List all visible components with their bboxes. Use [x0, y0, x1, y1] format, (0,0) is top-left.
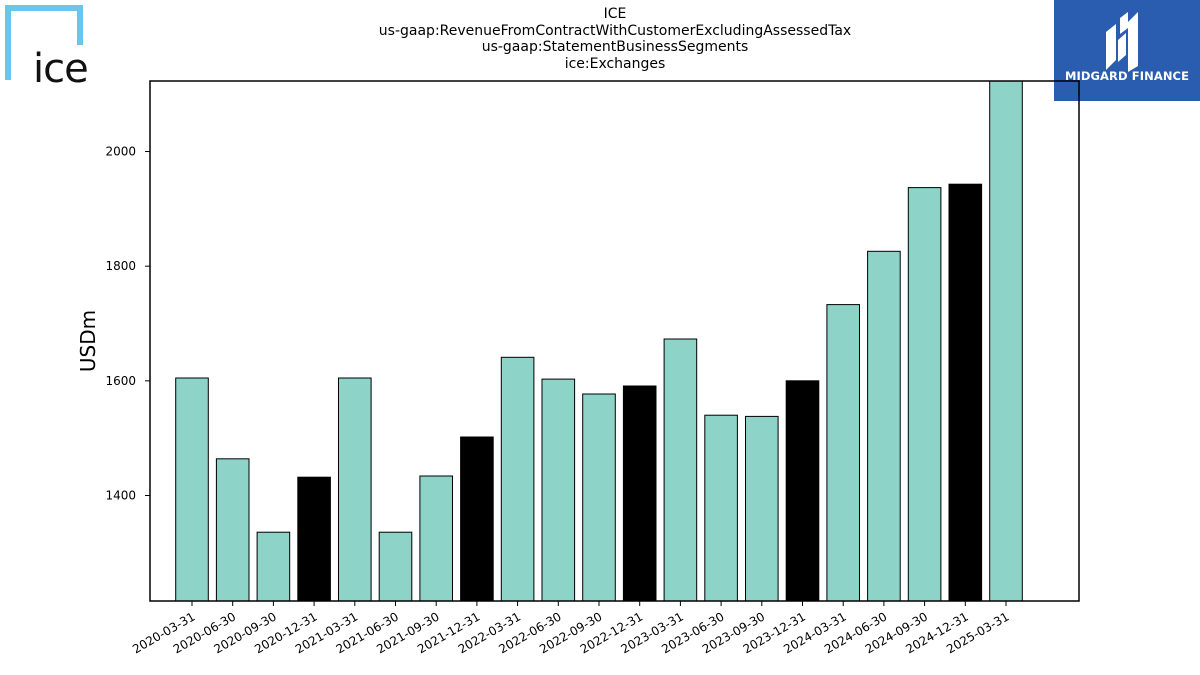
y-axis-label: USDm — [76, 310, 100, 372]
bar — [785, 380, 820, 601]
bar — [500, 356, 535, 601]
chart-title-member: ice:Exchanges — [564, 55, 666, 72]
bar — [215, 458, 250, 601]
bar — [419, 475, 453, 601]
bar — [826, 304, 861, 601]
bar — [867, 250, 901, 601]
bars-group — [175, 81, 1023, 601]
midgard-finance-text: MIDGARD FINANCE — [1064, 69, 1190, 83]
ice-logo: ice — [5, 5, 89, 89]
midgard-emblem-icon — [1106, 12, 1138, 72]
midgard-finance-logo: MIDGARD FINANCE — [1054, 0, 1200, 101]
plot-frame — [149, 80, 1080, 602]
bar — [297, 476, 331, 601]
ice-logo-bracket-icon — [5, 5, 83, 80]
bar — [460, 436, 494, 601]
y-tick-label: 1800 — [105, 259, 136, 273]
bar — [907, 187, 942, 601]
chart-title-concept: us-gaap:RevenueFromContractWithCustomerE… — [378, 22, 852, 39]
chart-title-axis: us-gaap:StatementBusinessSegments — [481, 39, 749, 55]
y-tick-label: 2000 — [105, 145, 136, 159]
bar — [948, 183, 983, 601]
bar — [256, 531, 291, 601]
bar — [541, 378, 576, 601]
y-tick-label: 1600 — [105, 374, 136, 388]
bar — [745, 415, 779, 601]
ice-logo-bracket-path — [5, 5, 83, 80]
bar — [175, 377, 209, 601]
chart-title-company: ICE — [603, 6, 627, 22]
bar — [989, 81, 1023, 601]
chart-title-block: ICE us-gaap:RevenueFromContractWithCusto… — [250, 6, 980, 72]
bar — [582, 393, 616, 601]
y-tick-label: 1400 — [105, 489, 136, 503]
bar — [704, 414, 738, 601]
ice-logo-text: ice — [33, 46, 89, 92]
bar — [663, 338, 698, 601]
bar — [622, 385, 657, 601]
bar — [338, 377, 372, 601]
bar — [378, 531, 413, 601]
